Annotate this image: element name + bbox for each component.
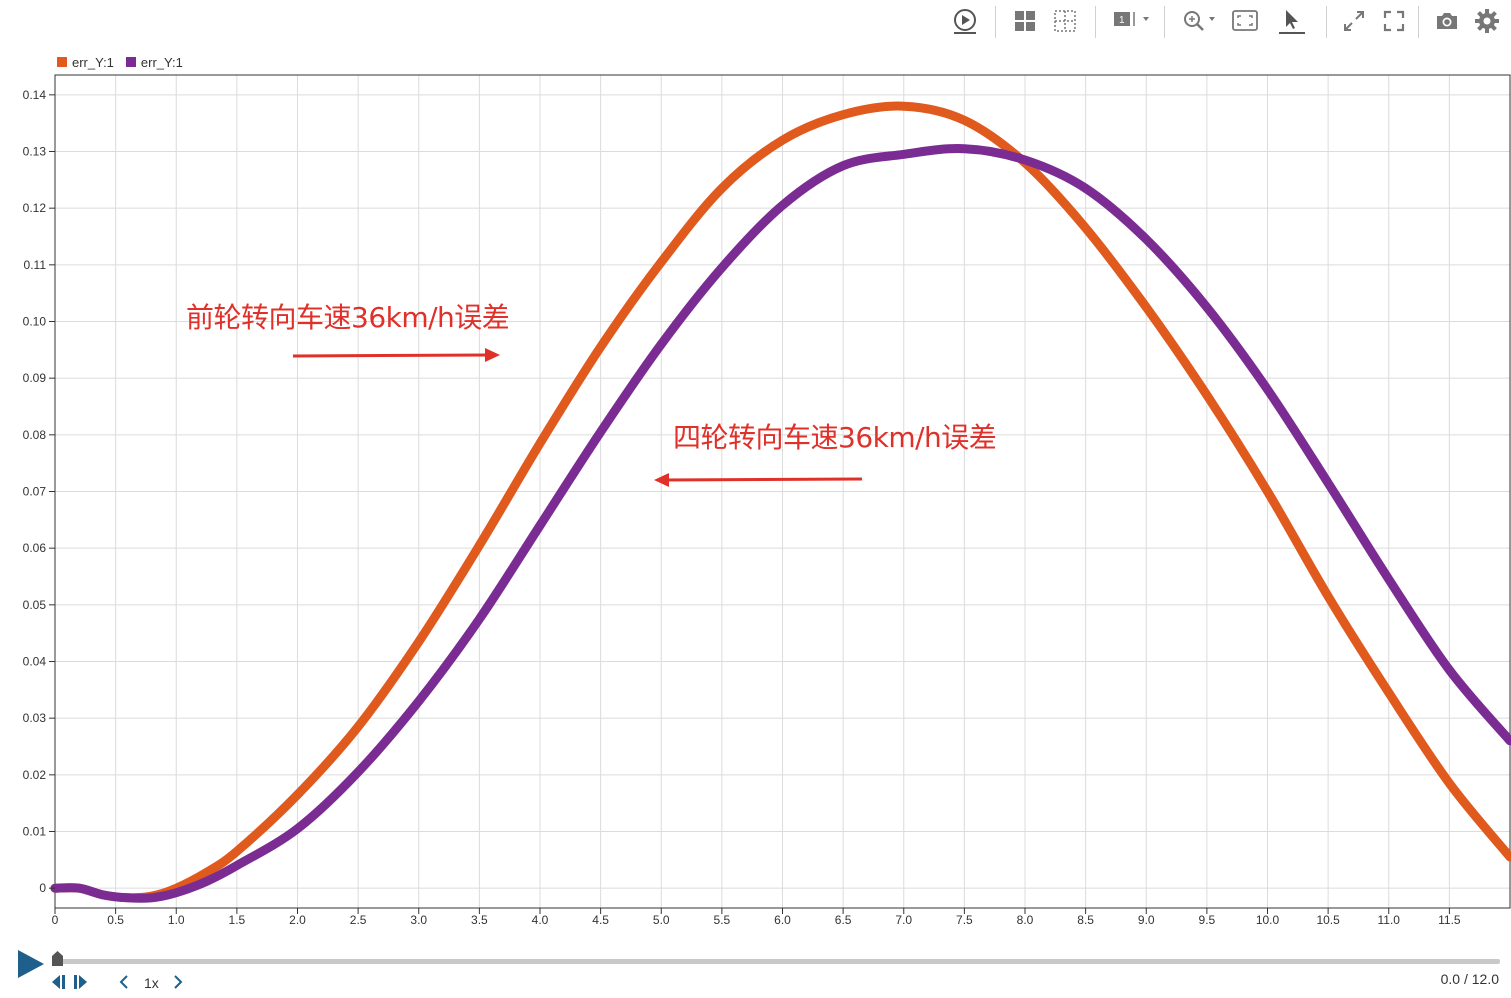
arrow-left <box>664 477 863 482</box>
legend-item-four[interactable]: err_Y:1 <box>125 54 183 70</box>
time-readout: 0.0 / 12.0 <box>1440 971 1499 987</box>
y-tick-label: 0.05 <box>23 598 47 612</box>
annotation-four-wheel: 四轮转向车速36km/h误差 <box>673 421 997 454</box>
x-tick-label: 4.0 <box>532 913 549 927</box>
x-tick-label: 6.5 <box>835 913 852 927</box>
legend-swatch <box>125 57 136 67</box>
settings-icon[interactable] <box>1472 6 1502 36</box>
x-tick-label: 11.5 <box>1438 913 1461 927</box>
y-tick-label: 0.09 <box>23 371 47 385</box>
y-tick-label: 0.12 <box>23 201 47 215</box>
y-tick-label: 0.06 <box>23 541 47 555</box>
x-tick-label: 7.5 <box>956 913 973 927</box>
toolbar-separator <box>1326 6 1327 38</box>
x-tick-label: 2.0 <box>289 913 306 927</box>
x-tick-label: 1.0 <box>168 913 185 927</box>
chevron-left-icon <box>119 975 128 989</box>
expand-icon[interactable] <box>1339 6 1369 36</box>
arrow-right <box>292 353 491 358</box>
legend-item-front[interactable]: err_Y:1 <box>57 55 114 70</box>
x-tick-label: 6.0 <box>774 913 791 927</box>
annotation-front-wheel: 前轮转向车速36km/h误差 <box>186 301 510 334</box>
y-tick-label: 0.01 <box>23 825 47 839</box>
series-line-front-wheel <box>50 101 1511 903</box>
x-tick-label: 5.5 <box>714 913 731 927</box>
chevron-right-icon <box>174 975 183 989</box>
annotation-arrows <box>292 348 863 487</box>
toolbar-separator <box>1164 6 1165 38</box>
step-icon <box>52 975 87 989</box>
subplot-select-icon[interactable]: 1 <box>1108 6 1156 36</box>
series-line-four-wheel <box>50 144 1511 903</box>
toolbar-separator <box>995 6 996 38</box>
timeline-thumb[interactable] <box>51 950 64 967</box>
legend-swatch <box>57 57 67 67</box>
y-tick-label: 0.02 <box>23 768 47 782</box>
x-tick-label: 11.0 <box>1378 913 1401 927</box>
playback-bar: 1x 0.0 / 12.0 <box>0 940 1511 998</box>
x-tick-label: 9.5 <box>1199 913 1216 927</box>
legend: err_Y:1 err_Y:1 <box>57 53 195 71</box>
subplot-badge: 1 <box>1119 15 1125 26</box>
play-icon[interactable] <box>950 6 980 36</box>
x-tick-label: 8.5 <box>1077 913 1094 927</box>
x-tick-label: 5.0 <box>653 913 670 927</box>
speed-label: 1x <box>144 975 159 991</box>
x-tick-label: 4.5 <box>592 913 609 927</box>
timeline-track[interactable] <box>54 959 1500 964</box>
x-tick-label: 3.0 <box>410 913 427 927</box>
y-tick-label: 0.11 <box>24 258 47 272</box>
camera-icon[interactable] <box>1432 6 1462 36</box>
cursor-icon[interactable] <box>1277 6 1307 36</box>
grid-lines-icon[interactable] <box>1050 6 1080 36</box>
legend-label: err_Y:1 <box>140 54 183 70</box>
y-tick-label: 0 <box>39 881 46 895</box>
y-tick-label: 0.03 <box>23 711 47 725</box>
y-tick-label: 0.14 <box>23 88 47 102</box>
play-button[interactable] <box>16 948 46 980</box>
axes: 0 0.5 1.0 1.5 2.0 2.5 3.0 3.5 4.0 4.5 5.0 5.5 6.0 6.5… <box>23 88 1461 927</box>
x-tick-label: 1.5 <box>229 913 246 927</box>
x-tick-label: 8.0 <box>1017 913 1034 927</box>
fullscreen-icon[interactable] <box>1379 6 1409 36</box>
x-tick-label: 9.0 <box>1138 913 1155 927</box>
step-buttons[interactable] <box>50 972 92 992</box>
x-tick-label: 0 <box>52 913 59 927</box>
arrow-left-head <box>654 473 669 487</box>
toolbar-separator <box>1418 6 1419 38</box>
toolbar-separator <box>1095 6 1096 38</box>
layout-grid-icon[interactable] <box>1010 6 1040 36</box>
line-chart: 0 0.5 1.0 1.5 2.0 2.5 3.0 3.5 4.0 4.5 5.0 5.5 6.0 6.5… <box>23 74 1511 927</box>
series-group <box>50 101 1511 903</box>
speed-increase-button[interactable] <box>170 973 186 991</box>
y-tick-label: 0.13 <box>23 145 47 159</box>
legend-label: err_Y:1 <box>72 54 114 70</box>
x-tick-label: 10.0 <box>1256 913 1280 927</box>
x-tick-label: 10.5 <box>1316 913 1340 927</box>
x-tick-label: 3.5 <box>471 913 488 927</box>
y-tick-label: 0.07 <box>23 485 47 499</box>
x-tick-label: 0.5 <box>107 913 124 927</box>
speed-decrease-button[interactable] <box>116 973 132 991</box>
y-tick-label: 0.08 <box>23 428 47 442</box>
toolbar: 1 <box>0 0 1511 44</box>
x-tick-label: 7.0 <box>895 913 912 927</box>
y-tick-label: 0.10 <box>23 315 47 329</box>
zoom-icon[interactable] <box>1178 6 1222 36</box>
arrow-right-head <box>485 348 500 362</box>
fit-to-view-icon[interactable] <box>1230 6 1260 36</box>
x-tick-label: 2.5 <box>350 913 367 927</box>
play-triangle-icon <box>18 950 44 978</box>
y-tick-label: 0.04 <box>23 655 47 669</box>
